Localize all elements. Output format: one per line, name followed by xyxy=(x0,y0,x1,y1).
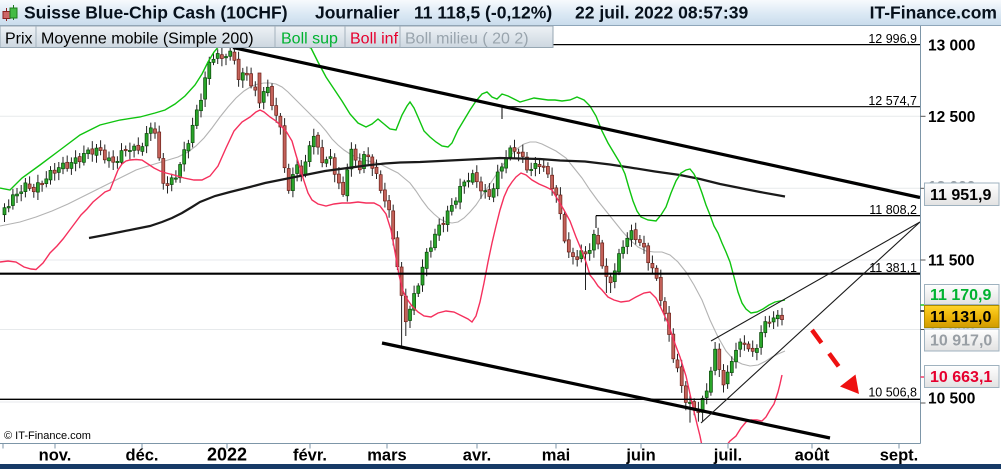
svg-text:13 000: 13 000 xyxy=(928,38,975,55)
svg-text:12 500: 12 500 xyxy=(928,109,975,126)
svg-text:Moyenne mobile (Simple 200): Moyenne mobile (Simple 200) xyxy=(41,31,254,48)
svg-text:11 131,0: 11 131,0 xyxy=(930,309,992,326)
svg-text:10 506,8: 10 506,8 xyxy=(868,386,917,400)
svg-text:12 574,7: 12 574,7 xyxy=(868,94,917,108)
svg-text:juil.: juil. xyxy=(713,447,742,465)
svg-text:avr.: avr. xyxy=(463,447,491,465)
svg-text:22 juil. 2022 08:57:39: 22 juil. 2022 08:57:39 xyxy=(575,3,748,23)
svg-text:déc.: déc. xyxy=(125,447,158,465)
svg-text:© IT-Finance.com: © IT-Finance.com xyxy=(4,430,91,442)
svg-text:juin: juin xyxy=(625,447,655,465)
svg-text:12 996,9: 12 996,9 xyxy=(868,32,917,46)
svg-text:11 951,9: 11 951,9 xyxy=(930,187,992,204)
svg-text:mars: mars xyxy=(367,447,406,465)
svg-text:Boll milieu ( 20 2): Boll milieu ( 20 2) xyxy=(405,31,529,48)
svg-text:11 808,2: 11 808,2 xyxy=(869,203,917,217)
svg-text:10 917,0: 10 917,0 xyxy=(930,333,992,350)
svg-text:11 381,1: 11 381,1 xyxy=(869,261,917,275)
svg-text:Prix: Prix xyxy=(5,31,33,48)
svg-text:10 500: 10 500 xyxy=(928,391,975,408)
svg-text:août: août xyxy=(795,447,830,465)
svg-text:Suisse Blue-Chip Cash (10CHF): Suisse Blue-Chip Cash (10CHF) xyxy=(24,3,288,23)
svg-text:sept.: sept. xyxy=(880,447,919,465)
svg-text:Boll sup: Boll sup xyxy=(281,31,338,48)
svg-text:Boll inf: Boll inf xyxy=(350,31,399,48)
svg-text:2022: 2022 xyxy=(207,445,247,465)
svg-text:11 500: 11 500 xyxy=(928,253,975,270)
svg-text:10 663,1: 10 663,1 xyxy=(930,369,992,386)
svg-text:11 118,5 (-0,12%): 11 118,5 (-0,12%) xyxy=(414,3,552,23)
svg-text:mai: mai xyxy=(542,447,570,465)
svg-text:nov.: nov. xyxy=(39,447,72,465)
svg-text:févr.: févr. xyxy=(293,447,327,465)
svg-text:Journalier: Journalier xyxy=(315,3,400,23)
svg-text:11 170,9: 11 170,9 xyxy=(930,287,992,304)
svg-text:IT-Finance.com: IT-Finance.com xyxy=(870,3,997,23)
